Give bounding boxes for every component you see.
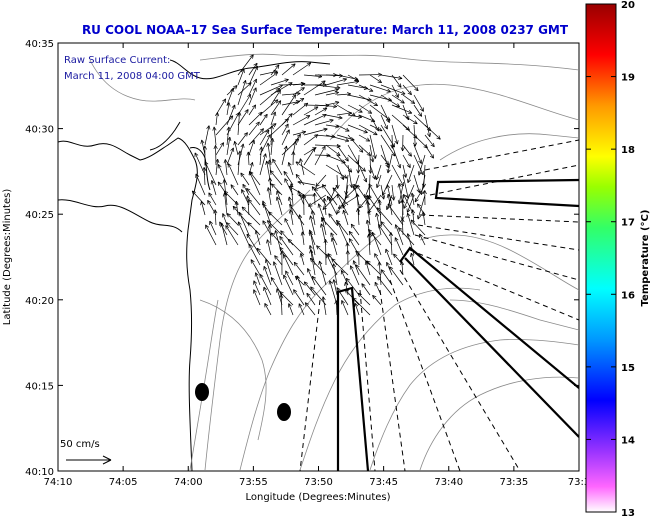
surface-current-vectors xyxy=(191,54,441,316)
y-tick-label: 40:15 xyxy=(25,381,54,392)
x-tick-label: 73:50 xyxy=(304,477,333,488)
station-marker xyxy=(195,383,209,401)
x-tick-label: 73:55 xyxy=(239,477,268,488)
colorbar-ticks: 20 19 18 17 16 15 14 13 xyxy=(586,0,635,518)
coastline-hook-2 xyxy=(149,121,181,151)
annotation-line-1: Raw Surface Current: xyxy=(64,55,170,66)
x-axis-label: Longitude (Degrees:Minutes) xyxy=(245,492,390,503)
y-tick-label: 40:35 xyxy=(25,39,54,50)
x-tick-label: 73:40 xyxy=(434,477,463,488)
colorbar-label: Temperature (°C) xyxy=(640,210,651,307)
colorbar-tick-label: 14 xyxy=(621,435,635,446)
x-tick-label: 74:00 xyxy=(174,477,203,488)
colorbar xyxy=(585,3,617,513)
y-axis: 40:35 40:30 40:25 40:20 40:15 40:10 xyxy=(25,39,579,478)
colorbar-tick-label: 19 xyxy=(621,73,635,84)
x-tick-label: 73:45 xyxy=(369,477,398,488)
y-tick-label: 40:10 xyxy=(25,467,54,478)
x-tick-label: 73:35 xyxy=(499,477,528,488)
map-title: RU COOL NOAA–17 Sea Surface Temperature:… xyxy=(82,23,569,37)
y-tick-label: 40:20 xyxy=(25,296,54,307)
x-tick-label: 73:3 xyxy=(568,477,590,488)
colorbar-tick-label: 20 xyxy=(621,0,635,11)
colorbar-tick-label: 16 xyxy=(621,290,635,301)
y-axis-label: Latitude (Degrees:Minutes) xyxy=(2,189,13,326)
transect-lines xyxy=(299,139,579,471)
coastline-bay xyxy=(58,199,183,233)
bathymetry-contours xyxy=(89,53,579,471)
colorbar-tick-label: 13 xyxy=(621,508,635,518)
x-tick-label: 74:05 xyxy=(109,477,138,488)
coastline-north xyxy=(169,59,331,80)
y-tick-label: 40:30 xyxy=(25,125,54,136)
colorbar-tick-label: 17 xyxy=(621,218,635,229)
scale-label: 50 cm/s xyxy=(60,439,100,450)
station-marker xyxy=(277,403,291,421)
scale-arrow xyxy=(66,455,112,465)
x-axis: 74:10 74:05 74:00 73:55 73:50 73:45 73:40 73:35… xyxy=(44,43,590,488)
colorbar-tick-label: 18 xyxy=(621,145,635,156)
y-tick-label: 40:25 xyxy=(25,210,54,221)
coastline xyxy=(58,137,198,471)
map-content xyxy=(58,53,579,471)
colorbar-tick-label: 15 xyxy=(621,363,635,374)
annotation-line-2: March 11, 2008 04:00 GMT xyxy=(64,71,201,82)
x-tick-label: 74:10 xyxy=(44,477,73,488)
plot-area xyxy=(57,42,580,472)
